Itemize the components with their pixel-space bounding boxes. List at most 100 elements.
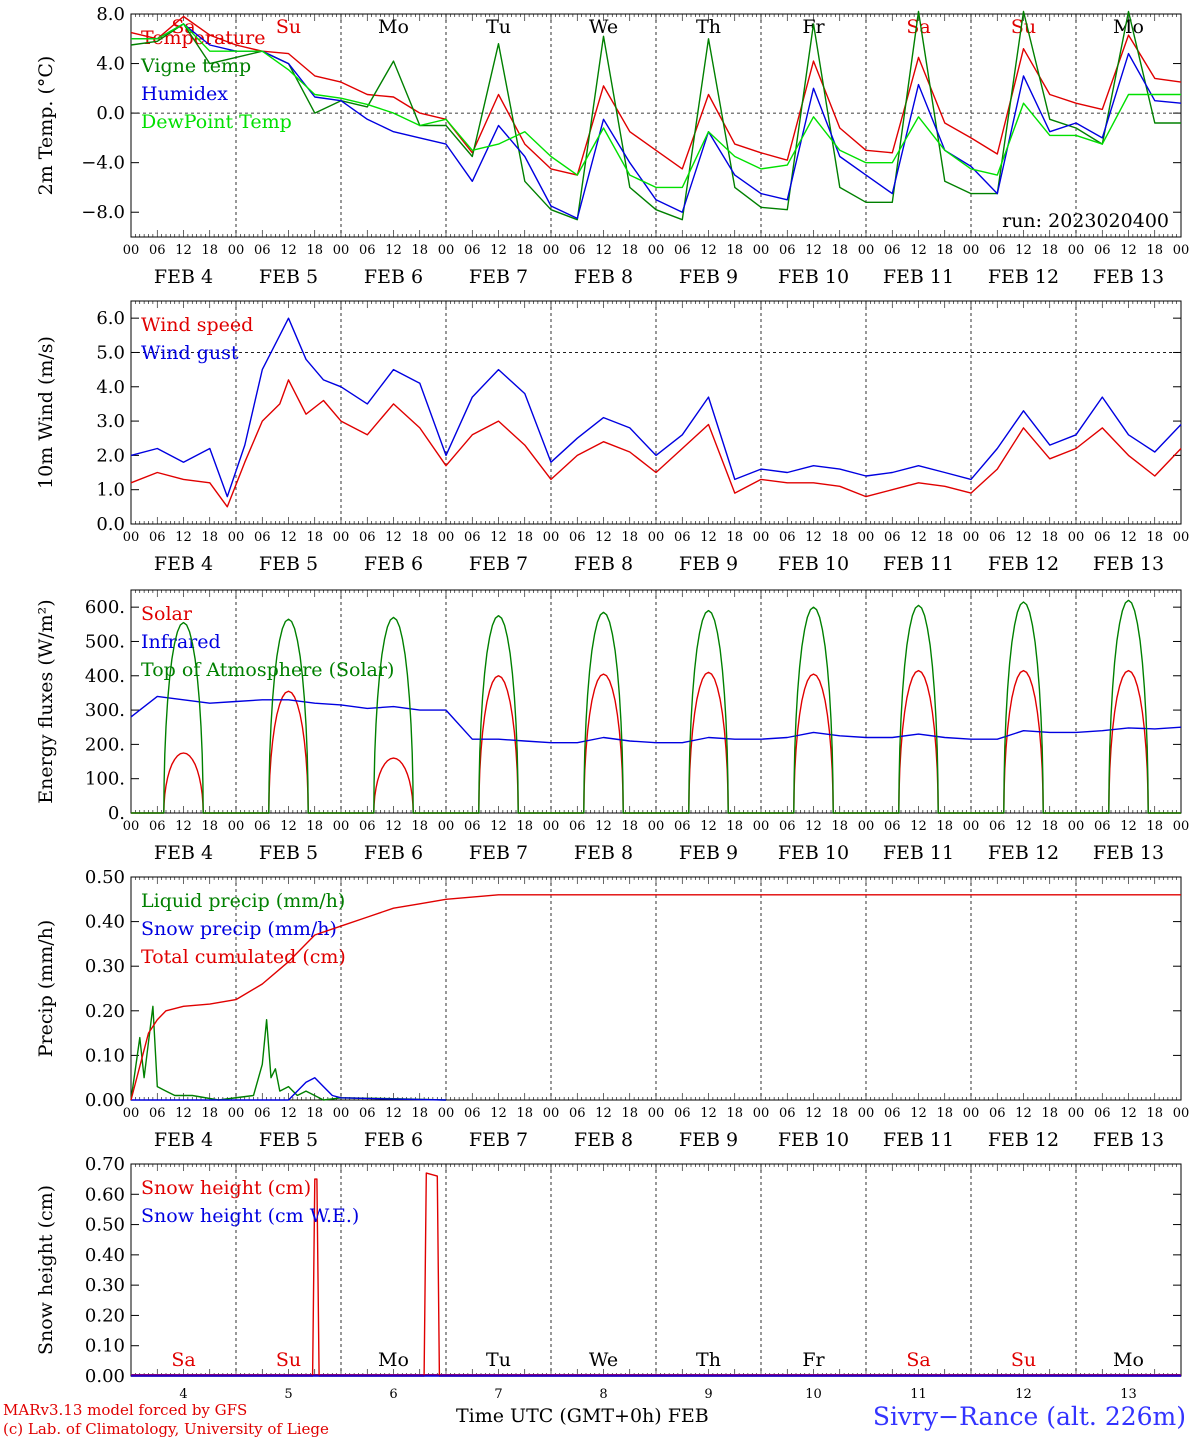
- hour-label: 00: [1068, 243, 1085, 258]
- hour-label: 06: [779, 819, 796, 834]
- date-label: FEB 4: [154, 553, 213, 575]
- hour-label: 06: [989, 1106, 1006, 1121]
- y-tick-label: 400.: [85, 666, 125, 687]
- series-line-1: [131, 1077, 447, 1101]
- date-label: FEB 13: [1093, 266, 1164, 288]
- hour-label: 12: [280, 530, 297, 545]
- hour-label: 12: [175, 819, 192, 834]
- hour-label: 18: [306, 530, 323, 545]
- legend-entry: DewPoint Temp: [141, 111, 292, 133]
- hour-label: 00: [123, 243, 140, 258]
- hour-label: 06: [569, 819, 586, 834]
- hour-label: 00: [123, 530, 140, 545]
- hour-label: 06: [989, 243, 1006, 258]
- date-label: FEB 13: [1093, 1129, 1164, 1151]
- hour-label: 06: [779, 243, 796, 258]
- legend-entry: Snow precip (mm/h): [141, 918, 337, 940]
- hour-label: 18: [1041, 819, 1058, 834]
- y-tick-label: 0.50: [85, 1215, 125, 1236]
- model-credit-line2: (c) Lab. of Climatology, University of L…: [3, 1420, 329, 1438]
- y-tick-label: 0.40: [85, 912, 125, 933]
- date-label: FEB 4: [154, 266, 213, 288]
- hour-label: 00: [963, 243, 980, 258]
- weekday-label: Su: [1011, 16, 1036, 38]
- y-tick-label: 100.: [85, 769, 125, 790]
- series-line-3: [131, 23, 1181, 189]
- hour-label: 06: [989, 819, 1006, 834]
- x-axis-month: FEB: [667, 1405, 709, 1427]
- hour-label: 18: [1041, 1106, 1058, 1121]
- legend-entry: Solar: [141, 603, 193, 625]
- weekday-label: Mo: [378, 1349, 409, 1371]
- hour-label: 00: [438, 819, 455, 834]
- hour-label: 18: [411, 819, 428, 834]
- hour-label: 06: [989, 530, 1006, 545]
- hour-label: 12: [385, 819, 402, 834]
- hour-label: 06: [254, 1106, 271, 1121]
- hour-label: 00: [858, 243, 875, 258]
- y-tick-label: 0.20: [85, 1001, 125, 1022]
- hour-label: 06: [884, 1106, 901, 1121]
- date-label: FEB 8: [574, 553, 633, 575]
- hour-label: 06: [1094, 1106, 1111, 1121]
- hour-label: 06: [674, 1106, 691, 1121]
- weekday-label: We: [589, 1349, 618, 1371]
- series-line-0: [130, 379, 1182, 508]
- hour-label: 18: [831, 819, 848, 834]
- hour-label: 00: [543, 819, 560, 834]
- x-axis-title: Time UTC (GMT+0h) FEB: [456, 1405, 709, 1427]
- hour-label: 00: [648, 243, 665, 258]
- y-tick-label: 1.0: [96, 480, 125, 501]
- day-number-label: 11: [910, 1387, 927, 1400]
- date-label: FEB 4: [154, 842, 213, 864]
- hour-label: 06: [569, 1106, 586, 1121]
- date-label: FEB 12: [988, 266, 1059, 288]
- hour-label: 00: [648, 819, 665, 834]
- hour-label: 18: [936, 530, 953, 545]
- hour-label: 06: [254, 530, 271, 545]
- hour-label: 00: [543, 243, 560, 258]
- hour-label: 18: [1146, 1106, 1163, 1121]
- hour-label: 18: [306, 819, 323, 834]
- hour-label: 00: [123, 819, 140, 834]
- hour-label: 06: [884, 819, 901, 834]
- hour-label: 12: [1120, 530, 1137, 545]
- hour-label: 00: [333, 530, 350, 545]
- hour-label: 06: [359, 243, 376, 258]
- weekday-label: Th: [696, 16, 721, 38]
- hour-label: 00: [753, 819, 770, 834]
- hour-label: 12: [805, 1106, 822, 1121]
- hour-label: 00: [228, 819, 245, 834]
- hour-label: 06: [464, 530, 481, 545]
- hour-label: 06: [779, 1106, 796, 1121]
- hour-label: 18: [516, 530, 533, 545]
- y-tick-label: 0.40: [85, 1245, 125, 1266]
- hour-label: 12: [910, 819, 927, 834]
- hour-label: 12: [805, 243, 822, 258]
- date-label: FEB 7: [469, 553, 528, 575]
- y-tick-label: 0.00: [85, 1090, 125, 1111]
- hour-label: 12: [595, 1106, 612, 1121]
- legend-entry: Wind gust: [141, 342, 239, 364]
- date-label: FEB 10: [778, 842, 849, 864]
- hour-label: 12: [490, 530, 507, 545]
- date-label: FEB 11: [883, 1129, 954, 1151]
- hour-label: 12: [385, 243, 402, 258]
- y-tick-label: 0.0: [96, 103, 125, 124]
- date-label: FEB 13: [1093, 842, 1164, 864]
- weekday-label: We: [589, 16, 618, 38]
- panel-frame: [130, 589, 1182, 814]
- weekday-label: Su: [276, 1349, 301, 1371]
- hour-label: 18: [1146, 243, 1163, 258]
- model-credit-line1: MARv3.13 model forced by GFS: [3, 1401, 248, 1419]
- hour-label: 12: [595, 243, 612, 258]
- y-tick-label: 0.70: [85, 1154, 125, 1175]
- hour-label: 00: [1173, 819, 1190, 834]
- y-tick-label: 8.0: [96, 4, 125, 25]
- date-label: FEB 12: [988, 553, 1059, 575]
- hour-label: 06: [254, 243, 271, 258]
- hour-label: 00: [228, 1106, 245, 1121]
- hour-label: 12: [385, 530, 402, 545]
- hour-label: 06: [254, 819, 271, 834]
